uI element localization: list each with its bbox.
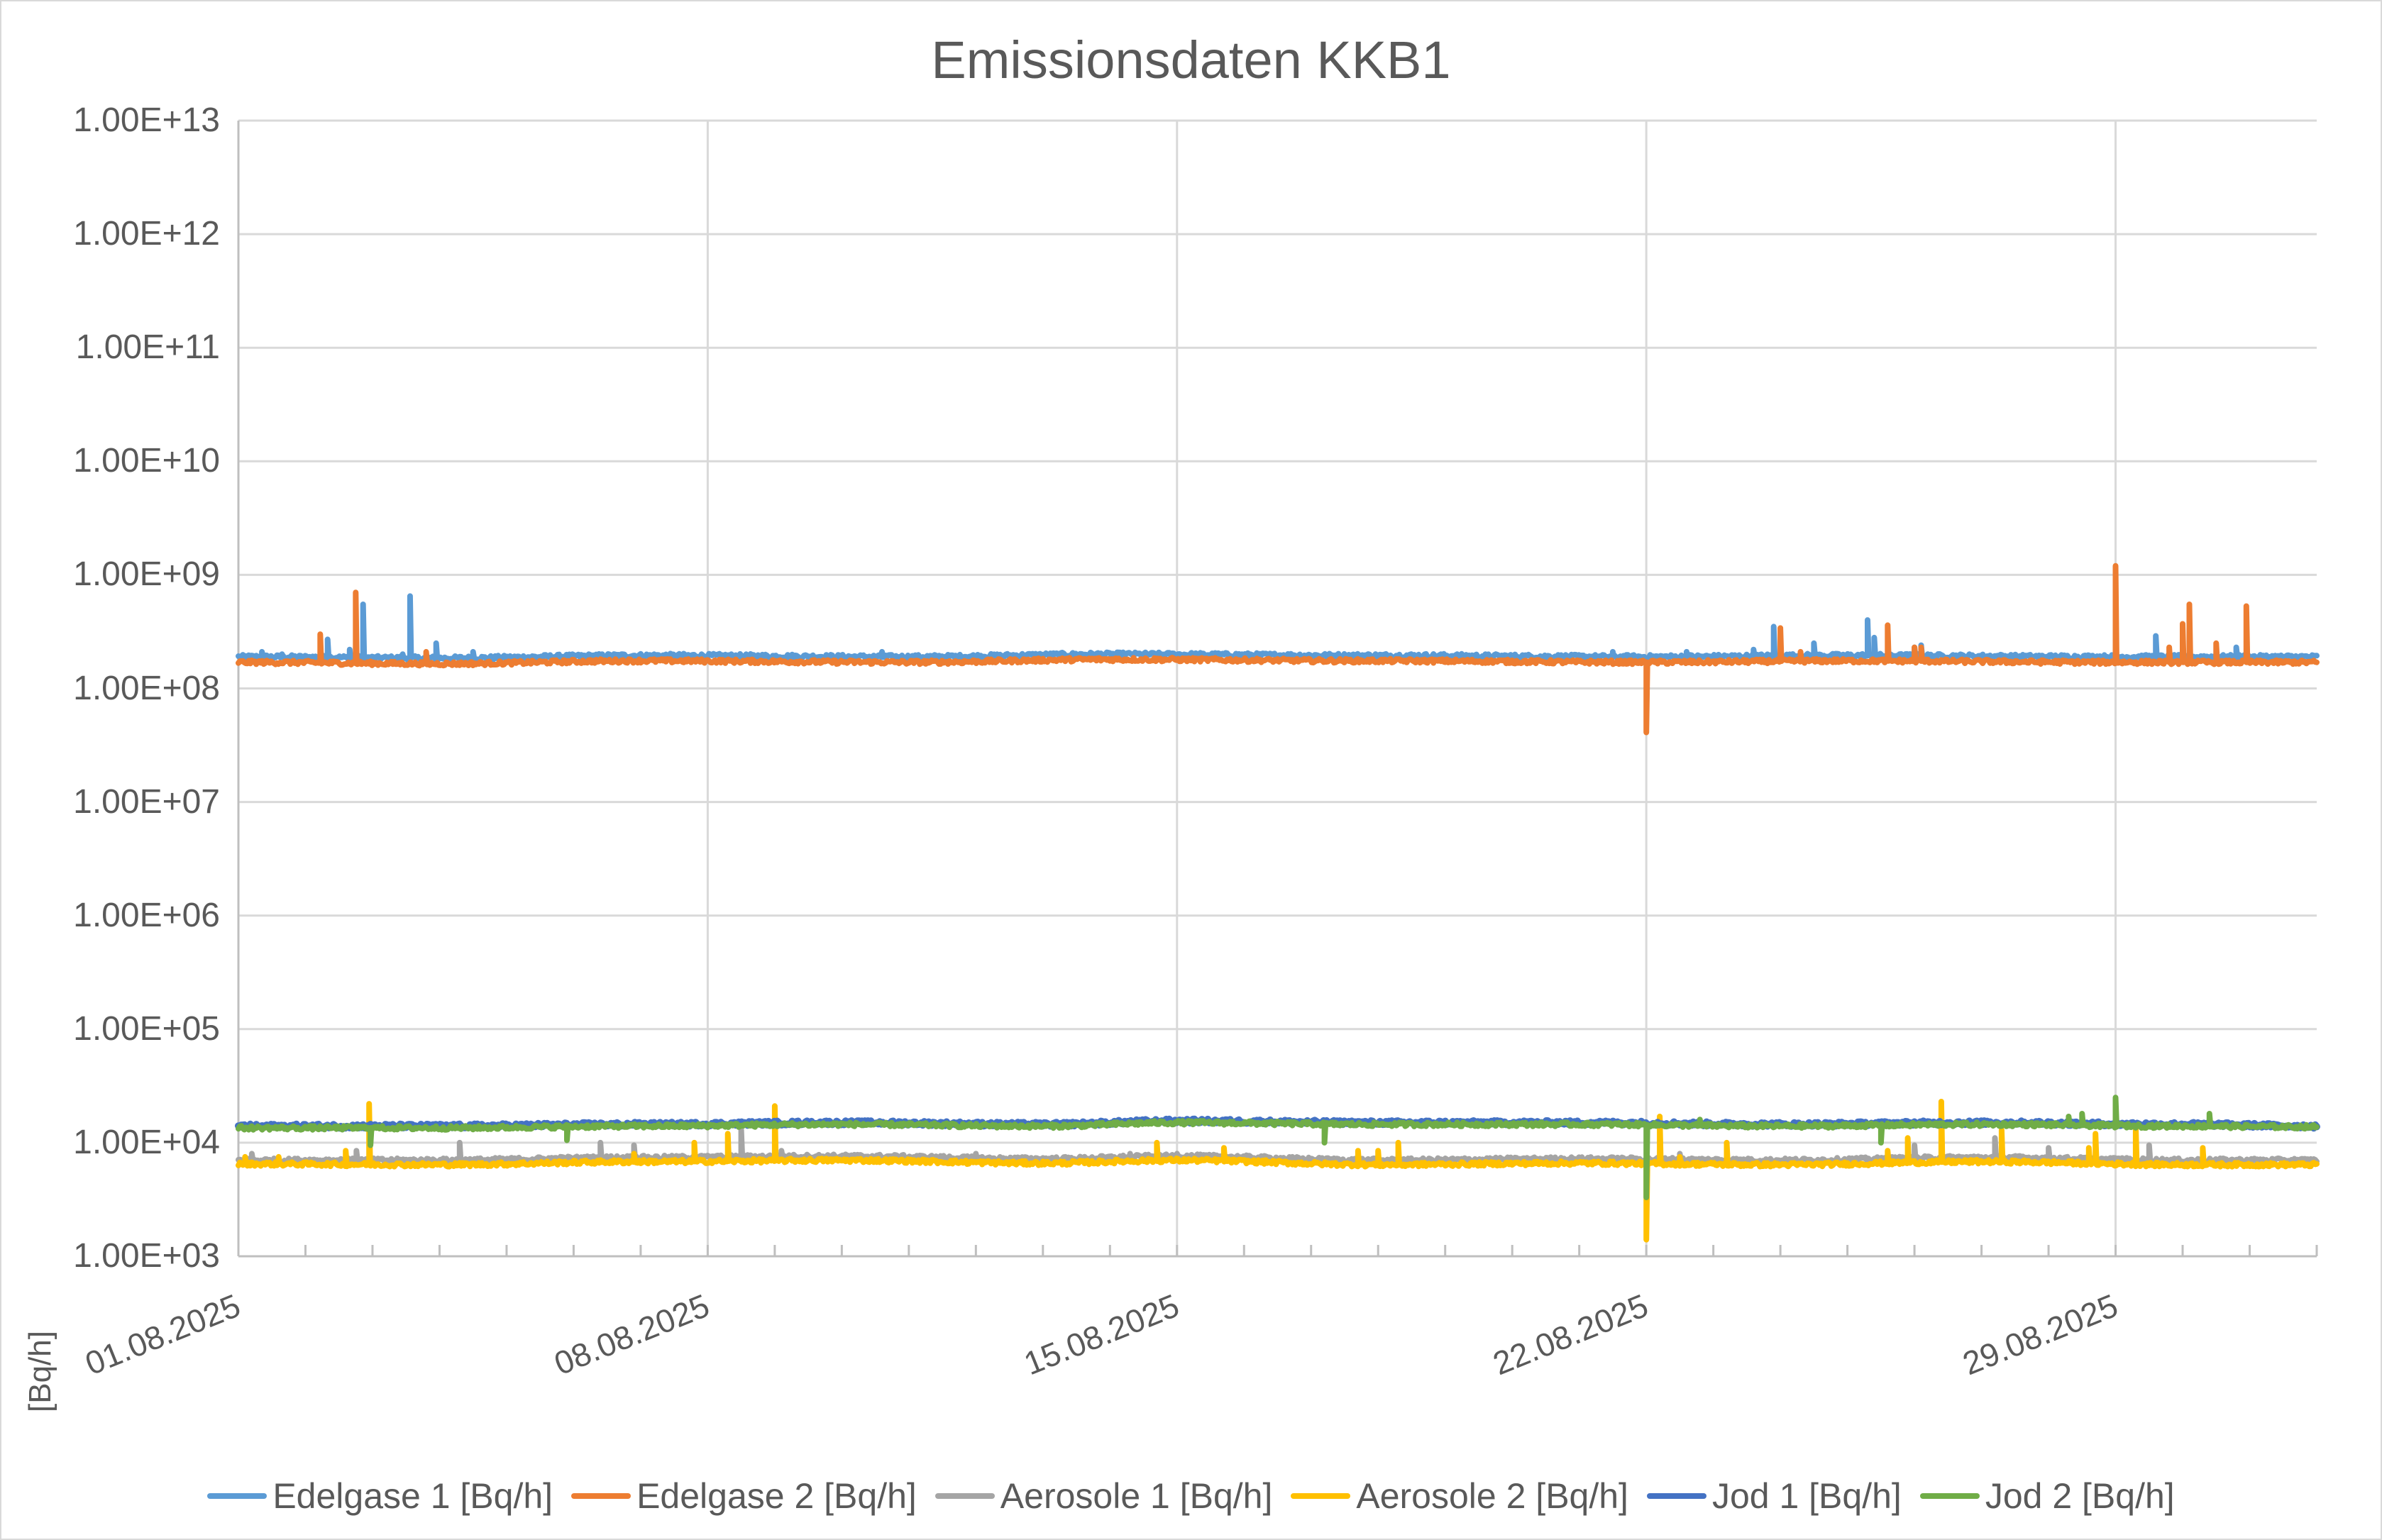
legend[interactable]: Edelgase 1 [Bq/h] Edelgase 2 [Bq/h] Aeroso…	[0, 1475, 2382, 1517]
legend-label: Edelgase 1 [Bq/h]	[272, 1476, 553, 1516]
legend-label: Jod 1 [Bq/h]	[1711, 1476, 1902, 1516]
chart-title[interactable]: Emissionsdaten KKB1	[931, 31, 1451, 89]
legend-line-icon	[571, 1493, 632, 1499]
y-tick-label: 1.00E+04	[73, 1123, 220, 1161]
legend-line-icon	[1646, 1493, 1706, 1499]
legend-item[interactable]: Aerosole 2 [Bq/h]	[1291, 1475, 1628, 1517]
series-line-edelgase-2[interactable]	[236, 563, 2320, 736]
legend-item[interactable]: Edelgase 1 [Bq/h]	[207, 1475, 553, 1517]
y-tick-label: 1.00E+08	[73, 669, 220, 707]
y-tick-label: 1.00E+03	[73, 1237, 220, 1275]
legend-label: Aerosole 2 [Bq/h]	[1356, 1476, 1628, 1516]
legend-item[interactable]: Edelgase 2 [Bq/h]	[571, 1475, 917, 1517]
legend-label: Aerosole 1 [Bq/h]	[1000, 1476, 1273, 1516]
y-tick-label: 1.00E+07	[73, 782, 220, 821]
y-tick-label: 1.00E+10	[73, 442, 220, 480]
gridlines	[238, 119, 2317, 1258]
legend-item[interactable]: Aerosole 1 [Bq/h]	[934, 1475, 1273, 1517]
legend-line-icon	[207, 1493, 268, 1499]
legend-line-icon	[1291, 1493, 1351, 1499]
series-line-jod-2[interactable]	[236, 1095, 2320, 1200]
y-tick-label: 1.00E+11	[75, 328, 220, 367]
y-tick-label: 1.00E+05	[73, 1009, 220, 1048]
y-tick-label: 1.00E+13	[73, 101, 220, 139]
series-line-edelgase-1[interactable]	[236, 593, 2320, 663]
y-tick-label: 1.00E+06	[73, 896, 220, 934]
legend-label: Jod 2 [Bq/h]	[1985, 1476, 2175, 1516]
y-tick-label: 1.00E+12	[73, 215, 220, 253]
legend-label: Edelgase 2 [Bq/h]	[636, 1476, 917, 1516]
legend-item[interactable]: Jod 1 [Bq/h]	[1646, 1475, 1902, 1517]
legend-line-icon	[934, 1493, 995, 1499]
y-tick-label: 1.00E+09	[73, 555, 220, 594]
series-line-aerosole-2[interactable]	[236, 1099, 2320, 1243]
data-series	[235, 563, 2320, 1243]
legend-line-icon	[1919, 1493, 1980, 1499]
legend-item[interactable]: Jod 2 [Bq/h]	[1919, 1475, 2175, 1517]
